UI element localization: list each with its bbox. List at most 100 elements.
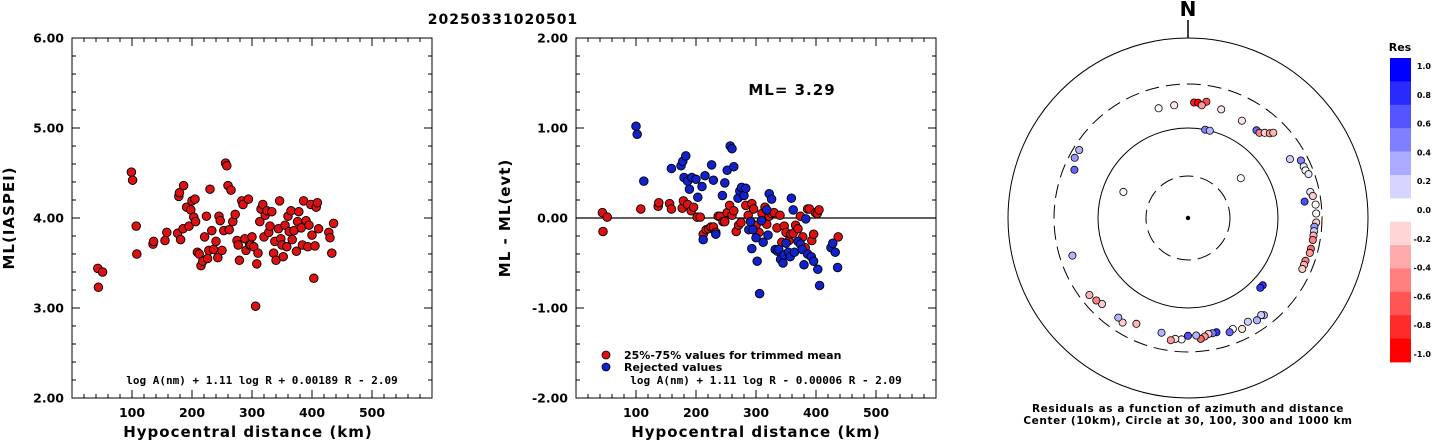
panel2-data-point [729,161,739,172]
epicenter-dot [1185,215,1191,221]
panel2-data-point [754,288,765,299]
polar-station-point [1192,331,1201,340]
colorbar-label: 0.4 [1417,148,1432,157]
panel2-data-point [778,258,788,268]
panel1-data-point [226,185,236,195]
panel1-formula: log A(nm) + 1.11 log R + 0.00189 R - 2.0… [126,374,398,387]
colorbar-label: 0.0 [1417,206,1432,215]
polar-station-point [1098,299,1107,308]
panel1-data-point [224,224,234,235]
panel1-data-point [205,184,215,194]
panel1-data-point [278,251,288,262]
panel2-ytick-label: 1.00 [537,121,568,136]
panel1-ytick-label: 3.00 [33,301,64,316]
panel1-data-point [234,255,245,266]
panel2-data-point [697,181,707,192]
panel1-data-point [250,301,261,311]
panel1-data-point [93,282,104,293]
panel1-data-point [247,232,257,242]
panel1-xtick-label: 500 [359,405,385,420]
colorbar-label: -0.6 [1414,292,1432,301]
polar-station-point [1238,324,1247,333]
panel1-frame [71,37,433,399]
panel2-data-point [814,205,824,215]
panel2-data-point [758,237,768,248]
polar-station-point [1070,153,1079,162]
panel1-data-point [215,215,225,226]
panel2-data-point [698,234,708,245]
panel1-data-point [208,244,219,255]
polar-residual-plot: N Residuals as a function of azimuth and… [1007,0,1369,427]
panel1-data-point [309,273,319,284]
panel1-data-point [282,242,292,252]
panel1-data-point [148,236,159,247]
polar-station-point [1236,174,1245,183]
colorbar-swatch [1390,151,1411,176]
legend-marker-trimmed [601,350,611,360]
polar-station-point [1197,101,1206,110]
colorbar-label: 0.6 [1417,120,1432,129]
panel1-data-point [325,233,335,243]
panel1-data-point [310,241,320,251]
polar-station-point [1256,283,1265,292]
panel2-data-point [747,243,757,254]
panel1-data-point [184,221,194,231]
panel1-data-point [327,248,337,258]
polar-station-point [1257,311,1266,320]
panel2-data-point [693,192,703,203]
polar-station-point [1269,128,1278,137]
panel1-data-point [222,161,232,171]
panel2-data-point [832,262,843,273]
panel1-data-point [190,216,201,227]
polar-station-point [1068,251,1077,260]
panel1-x-ticks: 100 200 300 400 500 [71,38,433,420]
panel-residual-vs-distance: -2.00 -1.00 0.00 1.00 2.00 100 200 300 400 500 M… [496,31,937,441]
polar-station-point [1298,264,1307,273]
panel2-x-ticks: 100 200 300 400 500 [575,38,937,420]
colorbar-label: -0.4 [1414,264,1432,273]
panel1-data-point [178,180,189,191]
colorbar-swatches [1390,58,1411,363]
residual-colorbar: Res 1.0 0.8 0.6 0.4 0.2 0.0 -0.2 -0.4 -0.6 -0.8 -1… [1389,41,1432,363]
panel2-data-point [736,217,746,228]
colorbar-swatch [1390,245,1411,269]
panel1-data-point [126,167,137,177]
panel-ml-vs-distance: 2.00 3.00 4.00 5.00 6.00 100 200 300 400 500 log… [0,31,433,441]
polar-station-point [1114,313,1123,322]
panel1-data-point [253,248,263,258]
panel2-xtick-label: 500 [863,405,889,420]
panel1-data-point [201,211,212,221]
panel2-data-point [632,129,642,140]
panel1-xtick-label: 200 [179,405,205,420]
polar-station-point [1225,328,1234,337]
colorbar-title: Res [1389,41,1412,54]
panel1-ytick-label: 4.00 [33,211,64,226]
panel1-data-point [328,218,339,229]
panel1-data-point [287,234,297,245]
panel2-data-point [681,151,691,161]
colorbar-swatch [1390,268,1411,293]
panel2-data-point [786,193,797,203]
panel2-data-point [752,256,762,266]
panel2-data-point [813,264,823,275]
panel2-data-point [828,238,838,248]
polar-station-point [1170,101,1179,110]
polar-station-point [1311,200,1320,209]
panel2-data-point [808,256,819,266]
colorbar-swatch [1390,81,1411,106]
colorbar-label: 0.8 [1417,91,1432,100]
panel1-xtick-label: 300 [239,405,265,420]
panel1-data-point [230,209,240,220]
panel1-data-point [211,236,221,247]
panel1-data-point [243,194,254,204]
ring-30km [1145,175,1231,261]
panel2-data-point [717,190,728,201]
panel2-formula: log A(nm) + 1.11 log R - 0.00006 R - 2.0… [630,374,902,387]
panel1-data-point [286,206,296,216]
panel2-data-point [833,232,843,242]
polar-caption-line1: Residuals as a function of azimuth and d… [1032,403,1344,415]
panel1-data-point [307,230,317,240]
panel1-data-point [312,197,323,208]
polar-station-point [1184,331,1193,340]
panel1-xtick-label: 400 [299,405,325,420]
